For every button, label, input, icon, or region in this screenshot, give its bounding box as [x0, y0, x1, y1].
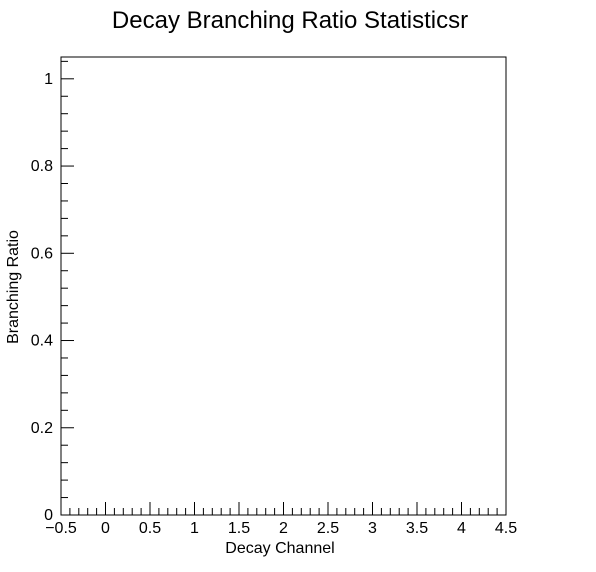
y-tick-label: 0 [44, 507, 53, 524]
y-tick-label: 0.4 [31, 333, 53, 350]
y-tick-label: 0.2 [31, 420, 53, 437]
x-tick-label: 2 [279, 520, 288, 537]
y-axis-label: Branching Ratio [5, 230, 22, 344]
x-tick-label: 2.5 [317, 520, 339, 537]
x-tick-label: 4 [457, 520, 466, 537]
y-axis: 0 0.2 0.4 0.6 0.8 1 [31, 60, 74, 524]
x-tick-label: 1 [190, 520, 199, 537]
plot-frame [60, 56, 507, 516]
x-tick-label: 0.5 [139, 520, 161, 537]
x-tick-label: 4.5 [495, 520, 517, 537]
x-tick-label: 0 [101, 520, 110, 537]
y-tick-label: 1 [44, 71, 53, 88]
x-tick-label: 3 [368, 520, 377, 537]
x-tick-label: 3.5 [406, 520, 428, 537]
x-axis-label: Decay Channel [225, 540, 334, 557]
x-tick-label: 1.5 [228, 520, 250, 537]
y-tick-label: 0.8 [31, 158, 53, 175]
y-tick-label: 0.6 [31, 245, 53, 262]
x-axis: −0.5 0 0.5 1 1.5 2 2.5 3 3.5 4 4.5 [45, 502, 517, 537]
chart-title: Decay Branching Ratio Statisticsr [112, 7, 468, 34]
x-tick-label: −0.5 [45, 520, 77, 537]
